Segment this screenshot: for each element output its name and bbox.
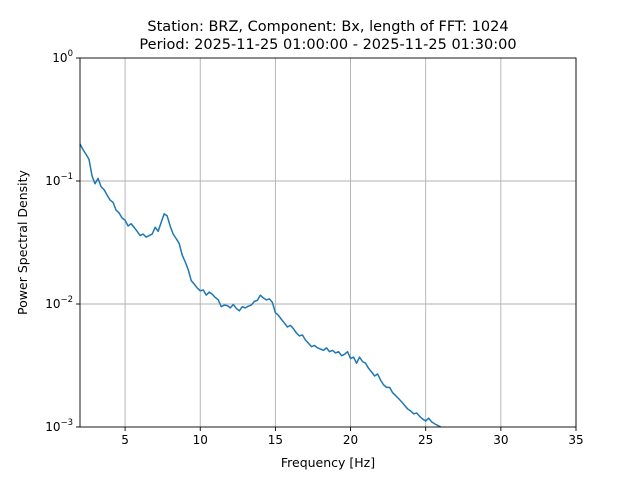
x-tick-label: 25 [418,433,433,447]
y-axis-label: Power Spectral Density [15,169,30,314]
y-tick-base: 10 [45,297,60,311]
y-tick-label: 10−3 [45,418,73,434]
chart-title-line2: Period: 2025-11-25 01:00:00 - 2025-11-25… [139,37,516,53]
y-tick-label: 10−1 [45,172,73,188]
x-tick-label: 15 [268,433,283,447]
x-axis-label: Frequency [Hz] [281,455,375,470]
y-tick-base: 10 [45,174,60,188]
x-tick-label: 20 [343,433,358,447]
psd-series-line [79,143,442,428]
y-tick-exponent: −1 [60,172,73,182]
y-tick-exponent: −2 [60,295,73,305]
y-tick-exponent: −3 [60,418,73,428]
x-tick-label: 35 [568,433,583,447]
x-tick-label: 30 [493,433,508,447]
y-tick-label: 10−2 [45,295,73,311]
y-tick-base: 10 [52,51,67,65]
y-tick-base: 10 [45,420,60,434]
y-tick-exponent: 0 [68,49,73,59]
chart-title-line1: Station: BRZ, Component: Bx, length of F… [147,19,508,35]
plot-frame [79,57,577,428]
x-tick-label: 5 [121,433,129,447]
series-layer [79,143,442,428]
y-tick-label: 100 [52,49,73,65]
x-tick-label: 10 [193,433,208,447]
